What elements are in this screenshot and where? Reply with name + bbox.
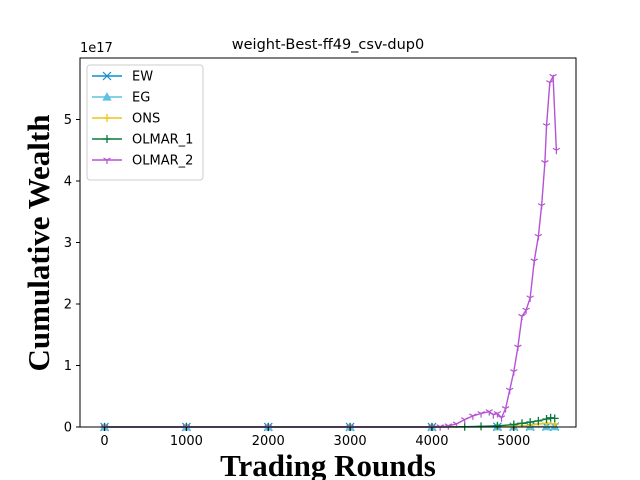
data-point-olmar-2 (546, 80, 554, 87)
legend-entry-ew: EW (92, 70, 153, 85)
data-point-olmar-2 (537, 203, 546, 210)
legend-entry-eg: EG (92, 91, 150, 106)
legend-marker-olmar-1 (103, 135, 111, 143)
data-point-olmar-2 (497, 415, 506, 422)
x-tick-label: 5000 (497, 434, 530, 449)
y-axis-ticks: 0 1 2 3 4 5 (64, 113, 80, 436)
data-point-olmar-1 (517, 419, 526, 428)
data-point-olmar-2 (510, 369, 518, 376)
data-point-olmar-2 (522, 307, 530, 315)
data-point-olmar-1 (542, 415, 551, 424)
data-point-olmar-2 (542, 123, 551, 130)
x-tick-label: 2000 (252, 434, 285, 449)
legend-label-olmar-2: OLMAR_2 (132, 154, 193, 169)
legend-entry-olmar-1: OLMAR_1 (92, 133, 193, 148)
x-tick-label: 0 (100, 434, 108, 449)
data-point-olmar-2 (514, 344, 522, 352)
legend-marker-eg (102, 92, 112, 101)
data-point-olmar-2 (469, 413, 477, 420)
data-point-olmar-2 (505, 387, 514, 395)
data-point-olmar-1 (526, 418, 535, 427)
data-point-olmar-2 (541, 160, 549, 167)
y-offset-text: 1e17 (80, 41, 113, 56)
x-axis-ticks: 0 1000 2000 3000 4000 5000 (100, 427, 530, 449)
data-point-olmar-2 (549, 73, 557, 81)
y-tick-label: 2 (64, 298, 72, 313)
data-point-olmar-1 (550, 414, 559, 423)
data-point-olmar-1 (534, 416, 543, 425)
legend-marker-ew (102, 71, 112, 81)
data-point-olmar-2 (485, 409, 494, 416)
legend-entry-ons: ONS (92, 112, 160, 127)
legend-label-ew: EW (132, 70, 153, 85)
data-point-olmar-2 (493, 410, 502, 418)
legend-marker-ons (103, 114, 111, 122)
data-point-olmar-2 (526, 295, 534, 302)
data-point-olmar-2 (534, 233, 543, 241)
legend: EW EG ONS OLMAR_1 OLMAR_2 (86, 64, 204, 181)
y-tick-label: 4 (64, 175, 72, 190)
data-point-olmar-1 (477, 422, 486, 431)
data-point-olmar-2 (460, 417, 469, 424)
data-point-olmar-2 (518, 313, 526, 321)
x-tick-label: 3000 (334, 434, 367, 449)
y-axis-label: Cumulative Wealth (21, 115, 56, 372)
data-point-olmar-1 (493, 421, 502, 430)
y-tick-label: 0 (64, 421, 72, 436)
legend-entry-olmar-2: OLMAR_2 (92, 154, 193, 169)
x-axis-label: Trading Rounds (220, 448, 436, 480)
x-tick-label: 4000 (415, 434, 448, 449)
data-point-olmar-2 (477, 410, 485, 418)
x-tick-label: 1000 (170, 434, 203, 449)
y-tick-label: 5 (64, 113, 72, 128)
legend-box (86, 64, 204, 181)
y-tick-label: 1 (64, 359, 72, 374)
data-point-olmar-2 (501, 406, 510, 413)
legend-marker-olmar-2 (103, 157, 111, 164)
y-tick-label: 3 (64, 236, 72, 251)
legend-label-eg: EG (132, 91, 150, 106)
data-point-olmar-2 (530, 258, 539, 265)
chart-title: weight-Best-ff49_csv-dup0 (232, 37, 424, 53)
legend-label-ons: ONS (132, 112, 160, 127)
legend-label-olmar-1: OLMAR_1 (132, 133, 193, 148)
data-point-olmar-2 (552, 147, 561, 155)
data-point-olmar-2 (444, 423, 453, 430)
